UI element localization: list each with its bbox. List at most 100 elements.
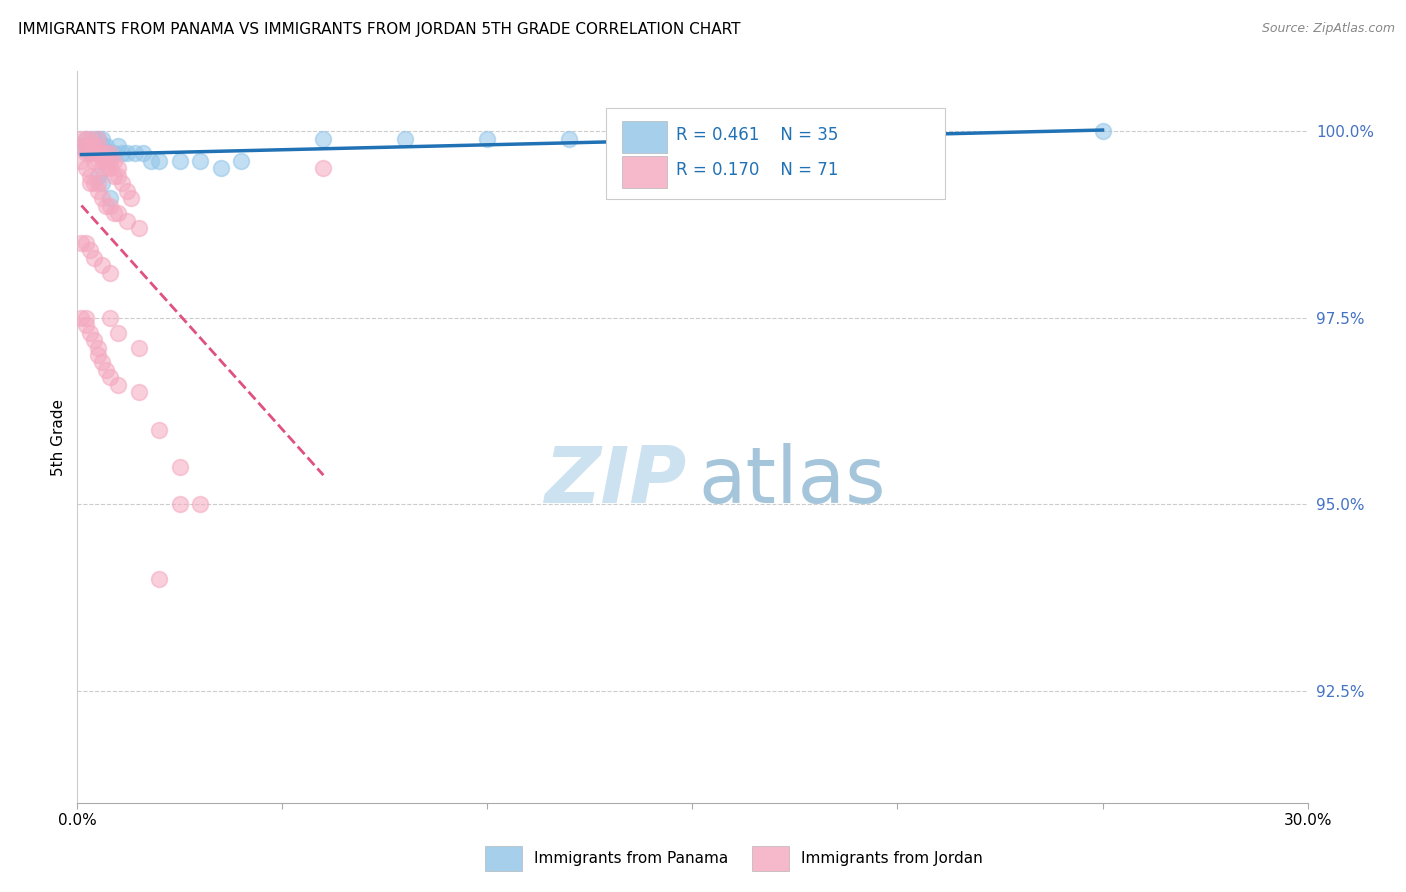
Point (87, 139, 110, 153)
Point (312, 161, 335, 176)
Text: ZIP: ZIP (544, 443, 686, 519)
Point (98, 370, 121, 384)
Point (141, 153, 163, 168)
Point (1091, 124, 1114, 138)
Text: Immigrants from Jordan: Immigrants from Jordan (801, 851, 983, 865)
Point (169, 459, 191, 474)
Point (79, 177, 101, 191)
Text: atlas: atlas (699, 443, 886, 519)
Point (188, 497, 212, 511)
Point (98, 153, 121, 168)
Point (558, 131, 581, 145)
Point (87, 146, 110, 161)
Point (394, 131, 416, 145)
Point (90, 146, 114, 161)
Point (75, 131, 97, 145)
Point (75, 161, 97, 176)
Point (87, 184, 110, 198)
Point (94, 139, 117, 153)
Point (94, 199, 117, 213)
Point (75, 310, 97, 325)
Point (75, 146, 97, 161)
Point (107, 139, 129, 153)
Y-axis label: 5th Grade: 5th Grade (51, 399, 66, 475)
Point (83, 131, 105, 145)
Point (70, 235, 93, 250)
Point (148, 423, 170, 437)
Point (87, 177, 110, 191)
Point (70, 139, 93, 153)
Point (79, 139, 101, 153)
Point (75, 139, 97, 153)
Point (79, 146, 101, 161)
FancyBboxPatch shape (606, 108, 945, 200)
Point (75, 318, 97, 332)
Point (128, 385, 150, 400)
Point (98, 191, 121, 205)
Point (83, 139, 105, 153)
Point (169, 153, 191, 168)
Point (90, 177, 114, 191)
Point (79, 139, 101, 153)
Point (83, 177, 105, 191)
Point (75, 131, 97, 145)
Point (188, 153, 212, 168)
Point (70, 131, 93, 145)
Point (98, 161, 121, 176)
Point (107, 161, 129, 176)
Point (115, 213, 138, 227)
Point (148, 572, 170, 586)
Point (70, 139, 93, 153)
Point (83, 146, 105, 161)
Point (94, 153, 117, 168)
Point (98, 310, 121, 325)
Point (83, 251, 105, 265)
Point (83, 153, 105, 168)
Point (90, 153, 114, 168)
Point (312, 131, 335, 145)
Point (115, 184, 138, 198)
Point (90, 191, 114, 205)
Point (79, 131, 101, 145)
Point (107, 206, 129, 220)
Point (94, 161, 117, 176)
Text: Immigrants from Panama: Immigrants from Panama (534, 851, 728, 865)
Point (87, 341, 110, 355)
Text: R = 0.461    N = 35: R = 0.461 N = 35 (676, 126, 839, 144)
FancyBboxPatch shape (623, 156, 666, 188)
Point (98, 146, 121, 161)
Point (107, 169, 129, 183)
Text: Source: ZipAtlas.com: Source: ZipAtlas.com (1261, 22, 1395, 36)
Point (103, 169, 125, 183)
Point (115, 146, 138, 161)
Point (87, 131, 110, 145)
Point (83, 333, 105, 347)
Point (90, 355, 114, 369)
Point (111, 177, 134, 191)
Point (79, 169, 101, 183)
Point (231, 153, 253, 168)
Point (111, 146, 134, 161)
Text: IMMIGRANTS FROM PANAMA VS IMMIGRANTS FROM JORDAN 5TH GRADE CORRELATION CHART: IMMIGRANTS FROM PANAMA VS IMMIGRANTS FRO… (18, 22, 741, 37)
Point (94, 146, 117, 161)
Text: R = 0.170    N = 71: R = 0.170 N = 71 (676, 161, 839, 179)
Point (148, 153, 170, 168)
Point (98, 146, 121, 161)
Point (90, 259, 114, 273)
Point (79, 146, 101, 161)
Point (87, 139, 110, 153)
Point (477, 131, 499, 145)
Point (103, 206, 125, 220)
Point (70, 310, 93, 325)
Point (90, 131, 114, 145)
Point (209, 161, 232, 176)
Point (107, 326, 129, 340)
Point (804, 131, 827, 145)
Point (94, 363, 117, 377)
Point (94, 146, 117, 161)
Point (128, 221, 150, 235)
Point (79, 244, 101, 258)
Point (128, 341, 150, 355)
Point (169, 497, 191, 511)
FancyBboxPatch shape (623, 121, 666, 153)
